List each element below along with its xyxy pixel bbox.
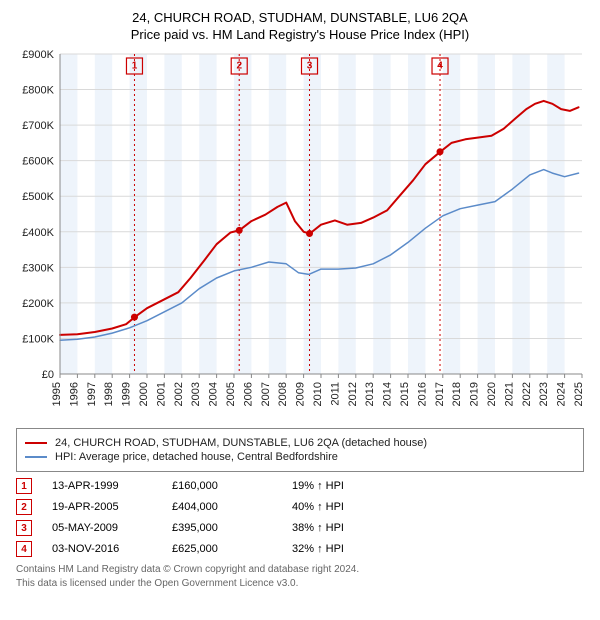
svg-text:1995: 1995 [51,382,63,406]
sales-table: 1 13-APR-1999£160,00019% ↑ HPI 2 19-APR-200… [16,478,584,557]
sale-price: £625,000 [172,543,292,555]
svg-text:1: 1 [132,61,138,72]
sale-marker-badge: 1 [16,478,32,494]
sale-marker-badge: 3 [16,520,32,536]
chart-legend: 24, CHURCH ROAD, STUDHAM, DUNSTABLE, LU6… [16,428,584,472]
sale-row: 2 19-APR-2005£404,00040% ↑ HPI [16,499,584,515]
sale-delta: 38% ↑ HPI [292,522,412,534]
svg-text:2004: 2004 [208,382,220,406]
legend-label: HPI: Average price, detached house, Cent… [55,451,338,463]
price-chart: £0 £100K £200K £300K £400K £500K £600K £700K £80… [10,48,590,418]
svg-text:£800K: £800K [22,85,54,97]
legend-item: HPI: Average price, detached house, Cent… [25,451,575,463]
legend-item: 24, CHURCH ROAD, STUDHAM, DUNSTABLE, LU6… [25,437,575,449]
svg-text:2022: 2022 [521,382,533,406]
chart-subtitle: Price paid vs. HM Land Registry's House … [10,27,590,42]
svg-text:2010: 2010 [312,382,324,406]
svg-text:2018: 2018 [451,382,463,406]
svg-text:2013: 2013 [364,382,376,406]
svg-text:£100K: £100K [22,333,54,345]
svg-text:1999: 1999 [121,382,133,406]
svg-text:2001: 2001 [155,382,167,406]
svg-text:2023: 2023 [538,382,550,406]
svg-text:£200K: £200K [22,298,54,310]
svg-text:£0: £0 [42,369,54,381]
sale-delta: 19% ↑ HPI [292,480,412,492]
svg-text:1996: 1996 [68,382,80,406]
svg-text:2002: 2002 [173,382,185,406]
sale-delta: 32% ↑ HPI [292,543,412,555]
svg-text:2025: 2025 [573,382,585,406]
svg-text:2009: 2009 [295,382,307,406]
svg-text:2021: 2021 [503,382,515,406]
svg-text:2005: 2005 [225,382,237,406]
footer-line-1: Contains HM Land Registry data © Crown c… [16,563,584,577]
sale-marker-badge: 2 [16,499,32,515]
svg-text:2012: 2012 [347,382,359,406]
svg-text:2019: 2019 [469,382,481,406]
sale-row: 4 03-NOV-2016£625,00032% ↑ HPI [16,541,584,557]
sale-price: £404,000 [172,501,292,513]
sale-price: £160,000 [172,480,292,492]
svg-text:2016: 2016 [416,382,428,406]
sale-price: £395,000 [172,522,292,534]
svg-text:2006: 2006 [242,382,254,406]
svg-text:£500K: £500K [22,191,54,203]
sale-date: 19-APR-2005 [52,501,172,513]
sale-date: 13-APR-1999 [52,480,172,492]
sale-row: 3 05-MAY-2009£395,00038% ↑ HPI [16,520,584,536]
svg-text:£400K: £400K [22,227,54,239]
svg-text:£600K: £600K [22,156,54,168]
legend-swatch [25,442,47,444]
sale-marker-badge: 4 [16,541,32,557]
svg-text:2000: 2000 [138,382,150,406]
svg-text:£700K: £700K [22,120,54,132]
legend-label: 24, CHURCH ROAD, STUDHAM, DUNSTABLE, LU6… [55,437,427,449]
sale-date: 05-MAY-2009 [52,522,172,534]
svg-text:2024: 2024 [556,382,568,406]
svg-text:2017: 2017 [434,382,446,406]
svg-text:2011: 2011 [329,382,341,406]
sale-delta: 40% ↑ HPI [292,501,412,513]
svg-text:2015: 2015 [399,382,411,406]
svg-text:1997: 1997 [86,382,98,406]
svg-text:2020: 2020 [486,382,498,406]
svg-text:£900K: £900K [22,49,54,61]
svg-text:2007: 2007 [260,382,272,406]
svg-text:1998: 1998 [103,382,115,406]
svg-text:2014: 2014 [382,382,394,406]
legend-swatch [25,456,47,458]
svg-text:2003: 2003 [190,382,202,406]
svg-text:3: 3 [307,61,313,72]
svg-text:2008: 2008 [277,382,289,406]
svg-text:2: 2 [236,61,242,72]
sale-date: 03-NOV-2016 [52,543,172,555]
sale-row: 1 13-APR-1999£160,00019% ↑ HPI [16,478,584,494]
svg-text:£300K: £300K [22,262,54,274]
footer-line-2: This data is licensed under the Open Gov… [16,577,584,591]
chart-title-address: 24, CHURCH ROAD, STUDHAM, DUNSTABLE, LU6… [10,10,590,25]
svg-text:4: 4 [437,61,443,72]
footer-attribution: Contains HM Land Registry data © Crown c… [16,563,584,590]
